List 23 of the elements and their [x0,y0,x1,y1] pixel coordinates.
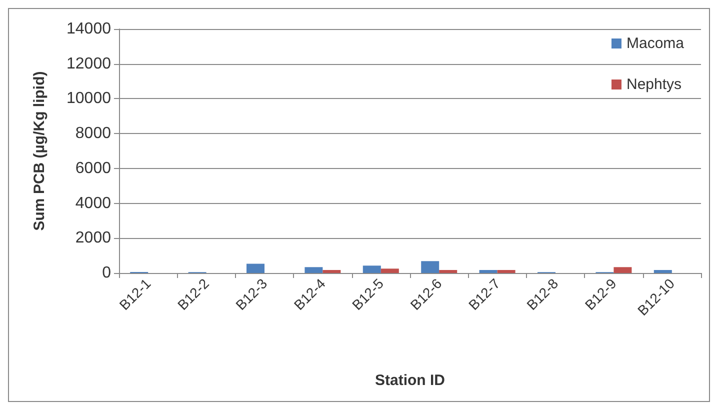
bar [614,267,632,273]
bar [439,270,458,273]
y-tick-label: 0 [102,264,112,282]
x-axis-title: Station ID [375,372,446,389]
legend-label: Macoma [626,35,685,52]
bar [497,270,516,273]
y-tick-label: 14000 [66,20,112,38]
y-tick-label: 8000 [75,125,112,142]
y-tick-label: 2000 [75,230,112,247]
bar [654,270,672,273]
bar [362,266,381,273]
bar [246,264,264,273]
bar [322,270,341,273]
bar [479,270,498,273]
bar [421,261,440,273]
bar [304,267,323,273]
y-tick-label: 10000 [66,90,112,108]
y-tick-label: 12000 [66,55,112,72]
y-tick-label: 6000 [75,160,112,177]
bar [380,268,399,273]
y-tick-label: 4000 [75,194,112,212]
legend-label: Nephtys [626,76,682,93]
y-axis-title: Sum PCB (µg/Kg lipid) [31,71,48,231]
